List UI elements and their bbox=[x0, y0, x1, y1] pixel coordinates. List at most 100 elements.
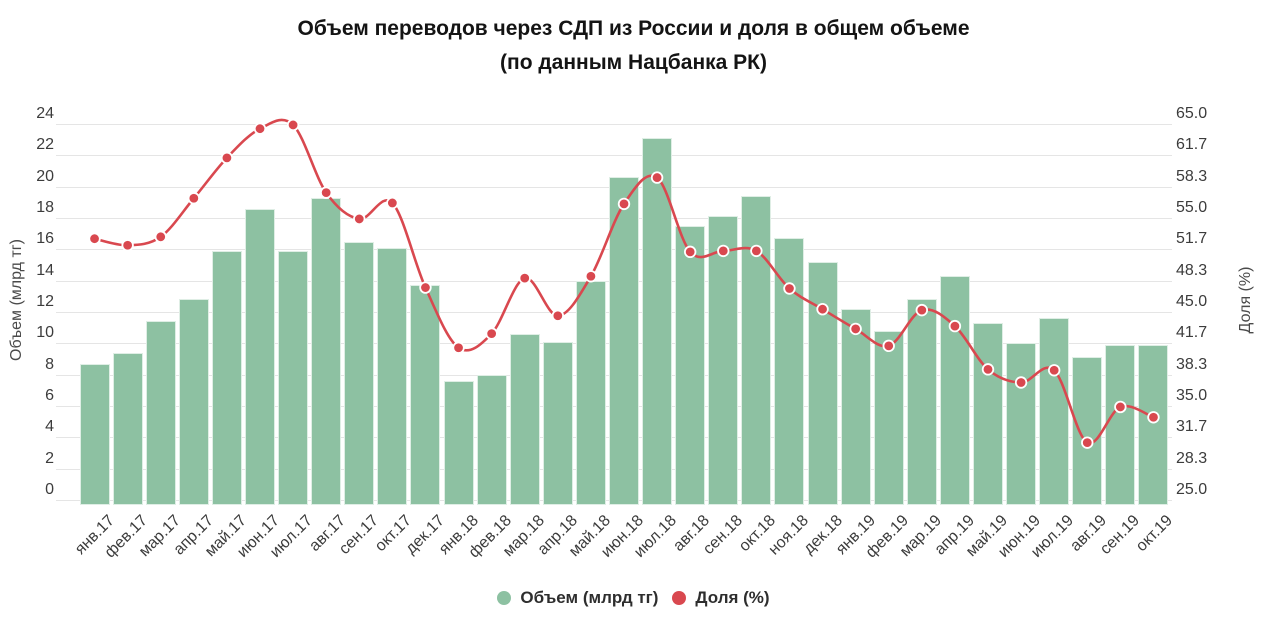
share-point-сен.18[interactable] bbox=[717, 244, 730, 258]
share-line bbox=[94, 118, 1154, 445]
bar-дек.17[interactable] bbox=[410, 285, 441, 505]
bar-янв.17[interactable] bbox=[79, 363, 110, 505]
share-point-дек.17[interactable] bbox=[419, 281, 432, 294]
right-axis-tick-label: 58.3 bbox=[1176, 167, 1208, 185]
bar-май.19[interactable] bbox=[972, 322, 1004, 505]
legend-volume-label: Объем (млрд тг) bbox=[520, 588, 659, 607]
share-point-июн.19[interactable] bbox=[1014, 376, 1028, 389]
left-axis-tick-label: 6 bbox=[45, 387, 54, 404]
legend-share-label: Доля (%) bbox=[695, 588, 770, 607]
left-axis-tick-label: 4 bbox=[45, 418, 54, 436]
bar-дек.18[interactable] bbox=[807, 261, 838, 505]
bar-фев.19[interactable] bbox=[873, 330, 904, 505]
right-axis-tick-label: 48.3 bbox=[1176, 261, 1208, 279]
right-axis-tick-label: 28.3 bbox=[1176, 449, 1208, 467]
bar-апр.19[interactable] bbox=[939, 275, 970, 505]
left-axis-tick-label: 2 bbox=[45, 449, 54, 467]
bar-авг.18[interactable] bbox=[675, 225, 706, 505]
bar-июл.17[interactable] bbox=[278, 250, 309, 505]
bar-июл.19[interactable] bbox=[1039, 318, 1070, 505]
bar-сен.18[interactable] bbox=[708, 216, 739, 505]
share-point-май.18[interactable] bbox=[584, 270, 598, 283]
bar-июн.19[interactable] bbox=[1006, 343, 1037, 505]
bar-май.17[interactable] bbox=[211, 250, 242, 505]
share-point-янв.18[interactable] bbox=[452, 341, 465, 354]
chart-title-line2: (по данным Нацбанка РК) bbox=[500, 51, 767, 74]
right-axis-tick-label: 35.0 bbox=[1176, 387, 1208, 404]
bar-авг.17[interactable] bbox=[311, 197, 342, 505]
share-point-май.17[interactable] bbox=[220, 151, 234, 165]
share-point-сен.19[interactable] bbox=[1114, 400, 1127, 414]
left-axis-tick-label: 14 bbox=[36, 261, 54, 279]
share-point-июн.18[interactable] bbox=[617, 197, 631, 211]
right-axis-tick-label: 41.7 bbox=[1176, 324, 1208, 342]
share-point-окт.17[interactable] bbox=[386, 196, 399, 210]
share-point-июл.19[interactable] bbox=[1047, 364, 1061, 377]
bar-фев.17[interactable] bbox=[112, 352, 143, 505]
bar-мар.17[interactable] bbox=[145, 321, 176, 505]
gridline bbox=[56, 155, 1172, 157]
share-point-май.19[interactable] bbox=[981, 363, 995, 376]
bar-сен.17[interactable] bbox=[344, 241, 375, 505]
left-axis-tick-label: 12 bbox=[36, 293, 54, 310]
left-axis-tick-label: 24 bbox=[36, 105, 54, 122]
left-axis-tick-label: 22 bbox=[36, 136, 54, 154]
bar-окт.17[interactable] bbox=[377, 247, 408, 505]
share-point-сен.17[interactable] bbox=[353, 212, 366, 226]
left-axis-tick-label: 16 bbox=[36, 230, 54, 248]
right-axis-tick-label: 61.7 bbox=[1176, 136, 1208, 154]
bar-окт.19[interactable] bbox=[1138, 344, 1169, 505]
share-point-авг.19[interactable] bbox=[1081, 436, 1094, 449]
bar-апр.18[interactable] bbox=[542, 341, 573, 505]
legend-item-share[interactable]: Доля (%) bbox=[672, 588, 770, 608]
share-point-окт.18[interactable] bbox=[750, 244, 763, 258]
share-point-июл.17[interactable] bbox=[286, 118, 300, 132]
bar-янв.19[interactable] bbox=[840, 308, 871, 505]
share-point-окт.19[interactable] bbox=[1147, 411, 1160, 424]
right-axis-tick-label: 65.0 bbox=[1176, 105, 1208, 122]
share-point-апр.17[interactable] bbox=[187, 192, 201, 205]
share-point-ноя.18[interactable] bbox=[783, 282, 796, 295]
share-point-мар.18[interactable] bbox=[518, 271, 531, 285]
share-point-апр.18[interactable] bbox=[551, 309, 565, 322]
bar-мар.19[interactable] bbox=[906, 299, 937, 505]
share-point-июн.17[interactable] bbox=[253, 122, 267, 135]
bar-апр.17[interactable] bbox=[178, 299, 209, 505]
gridline bbox=[56, 124, 1172, 125]
bar-июн.18[interactable] bbox=[608, 177, 640, 505]
bar-май.18[interactable] bbox=[575, 280, 606, 505]
chart-title: Объем переводов через СДП из России и до… bbox=[0, 12, 1267, 80]
share-point-янв.19[interactable] bbox=[849, 322, 862, 336]
share-point-фев.19[interactable] bbox=[882, 339, 895, 353]
left-axis-tick-label: 18 bbox=[36, 199, 54, 216]
legend-share-dot-icon bbox=[672, 591, 687, 605]
share-point-янв.17[interactable] bbox=[88, 232, 101, 245]
share-point-апр.19[interactable] bbox=[948, 319, 962, 333]
chart-title-line1: Объем переводов через СДП из России и до… bbox=[297, 17, 970, 40]
share-point-дек.18[interactable] bbox=[816, 302, 829, 316]
share-point-фев.18[interactable] bbox=[485, 327, 498, 340]
share-point-фев.17[interactable] bbox=[121, 239, 134, 252]
left-axis-tick-label: 0 bbox=[45, 481, 54, 498]
share-point-авг.18[interactable] bbox=[683, 245, 697, 259]
right-axis-tick-label: 51.7 bbox=[1176, 230, 1208, 248]
share-point-мар.19[interactable] bbox=[915, 303, 929, 317]
bar-мар.18[interactable] bbox=[509, 333, 540, 505]
share-point-авг.17[interactable] bbox=[319, 186, 333, 199]
legend-item-volume[interactable]: Объем (млрд тг) bbox=[497, 588, 658, 608]
bar-июн.17[interactable] bbox=[244, 208, 276, 505]
bar-июл.18[interactable] bbox=[642, 138, 673, 505]
right-axis-tick-label: 25.0 bbox=[1176, 481, 1208, 498]
right-axis-tick-label: 31.7 bbox=[1176, 418, 1208, 436]
legend: Объем (млрд тг) Доля (%) bbox=[0, 588, 1267, 608]
share-point-июл.18[interactable] bbox=[650, 171, 664, 184]
share-point-мар.17[interactable] bbox=[154, 230, 167, 244]
bar-сен.19[interactable] bbox=[1105, 344, 1136, 505]
legend-volume-dot-icon bbox=[497, 591, 512, 605]
bar-янв.18[interactable] bbox=[443, 380, 474, 505]
right-axis-tick-label: 55.0 bbox=[1176, 199, 1208, 216]
right-axis-tick-label: 38.3 bbox=[1176, 355, 1208, 373]
bar-фев.18[interactable] bbox=[476, 374, 507, 505]
